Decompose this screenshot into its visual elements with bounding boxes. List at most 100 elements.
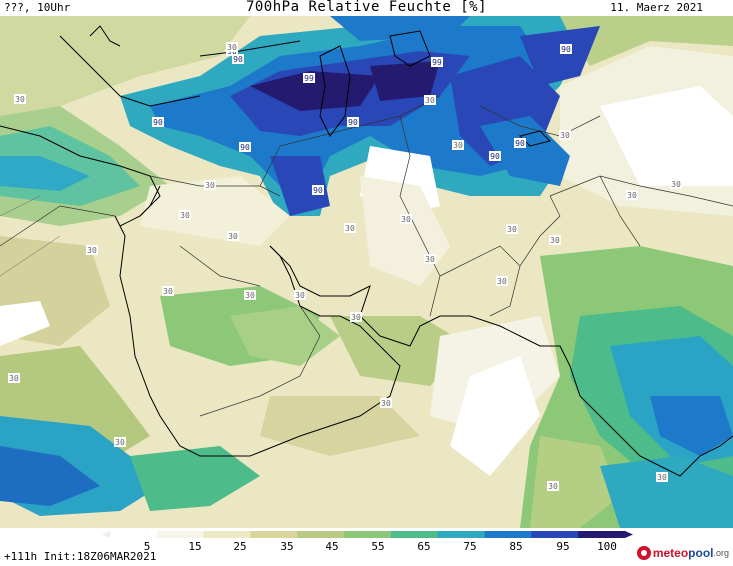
field-patch [270,156,330,216]
legend-swatch [484,531,532,538]
coastlines [0,25,733,477]
map-value-box [14,94,26,104]
map-title: 700hPa Relative Feuchte [%] [245,0,488,15]
map-value-box [431,57,443,67]
borders [0,95,733,417]
map-value-label: 30 [381,399,391,408]
legend-tick-label: 5 [143,540,151,553]
map-value-label: 90 [490,152,500,161]
map-value-box [547,481,559,491]
caspian-sea [319,45,351,137]
map-value-label: 30 [548,482,558,491]
map-value-box [424,254,436,264]
map-value-box [452,140,464,150]
map-value-box [514,138,526,148]
map-value-box [489,151,501,161]
map-value-box [626,190,638,200]
map-value-label: 90 [561,45,571,54]
map-value-box [424,95,436,105]
map-value-box [179,210,191,220]
field-patch [560,16,733,66]
map-value-label: 99 [432,58,442,67]
map-value-box [162,286,174,296]
map-value-label: 30 [657,473,667,482]
map-value-label: 99 [304,74,314,83]
logo-pool-text: pool [688,546,714,560]
map-value-label: 30 [87,246,97,255]
map-value-label: 30 [550,236,560,245]
map-value-label: 30 [401,215,411,224]
map-value-label: 30 [345,224,355,233]
map-value-box [152,117,164,127]
aral-sea [389,30,431,67]
map-value-box [506,224,518,234]
meteopool-logo-icon [636,546,651,560]
legend-swatch [250,531,298,538]
legend-swatch [437,531,486,538]
legend-tick-label: 55 [371,540,385,553]
map-value-label: 30 [227,43,237,52]
map-value-label: 30 [560,131,570,140]
map-value-label: 30 [115,438,125,447]
field-patch [450,356,540,476]
map-value-box [559,130,571,140]
field-patch [330,16,470,41]
legend-arrow [625,531,633,538]
map-value-box [204,180,216,190]
logo-org-text: .org [713,548,729,558]
map-value-label: 30 [163,287,173,296]
legend-swatch [203,531,251,538]
legend-tick-label: 25 [233,540,247,553]
map-value-box [656,472,668,482]
legend-tick-label: 85 [509,540,523,553]
field-patch [0,16,250,116]
meteopool-logo[interactable]: meteo pool .org [636,546,729,560]
logo-meteo-text: meteo [652,546,689,560]
map-value-label: 90 [240,143,250,152]
map-value-label: 30 [15,95,25,104]
map-value-box [8,373,20,383]
legend-tick-label: 45 [325,540,339,553]
map-value-label: 30 [295,291,305,300]
field-patch [260,396,420,456]
map-value-box [114,437,126,447]
map-value-label: 30 [507,225,517,234]
map-value-box [344,223,356,233]
map-value-box [303,73,315,83]
humidity-map[interactable]: 9090999990909090909090303030303030303030… [0,16,733,528]
field-patch [330,316,470,386]
map-value-label: 30 [425,255,435,264]
field-patch [0,446,100,506]
map-value-box [244,290,256,300]
map-canvas: 9090999990909090909090303030303030303030… [0,16,733,528]
legend-swatch [156,531,205,538]
field-patch [600,456,733,528]
legend-tick-label: 35 [280,540,294,553]
init-time-label: +111h Init:18Z06MAR2021 [4,550,157,563]
map-value-box [232,54,244,64]
map-value-label: 30 [228,232,238,241]
map-value-label: 90 [233,55,243,64]
legend-tick-label: 75 [463,540,477,553]
legend-arrow [102,531,110,538]
field-patch [650,396,733,456]
field-patch [140,176,290,246]
legend-swatch [390,531,439,538]
map-value-label: 30 [180,211,190,220]
map-value-label: 30 [205,181,215,190]
map-value-box [312,185,324,195]
map-value-box [350,312,362,322]
map-value-box [294,290,306,300]
map-value-label: 90 [153,118,163,127]
header-bar: ???, 10Uhr 700hPa Relative Feuchte [%] 1… [0,0,733,16]
map-value-box [496,276,508,286]
map-value-label: 30 [627,191,637,200]
map-value-label: 90 [515,139,525,148]
map-value-label: 30 [351,313,361,322]
field-patch [0,301,50,346]
map-value-box [670,179,682,189]
forecast-time-label: ???, 10Uhr [4,1,71,14]
field-patch [370,61,440,101]
color-scale-bar [102,531,633,538]
map-value-label: 30 [9,374,19,383]
